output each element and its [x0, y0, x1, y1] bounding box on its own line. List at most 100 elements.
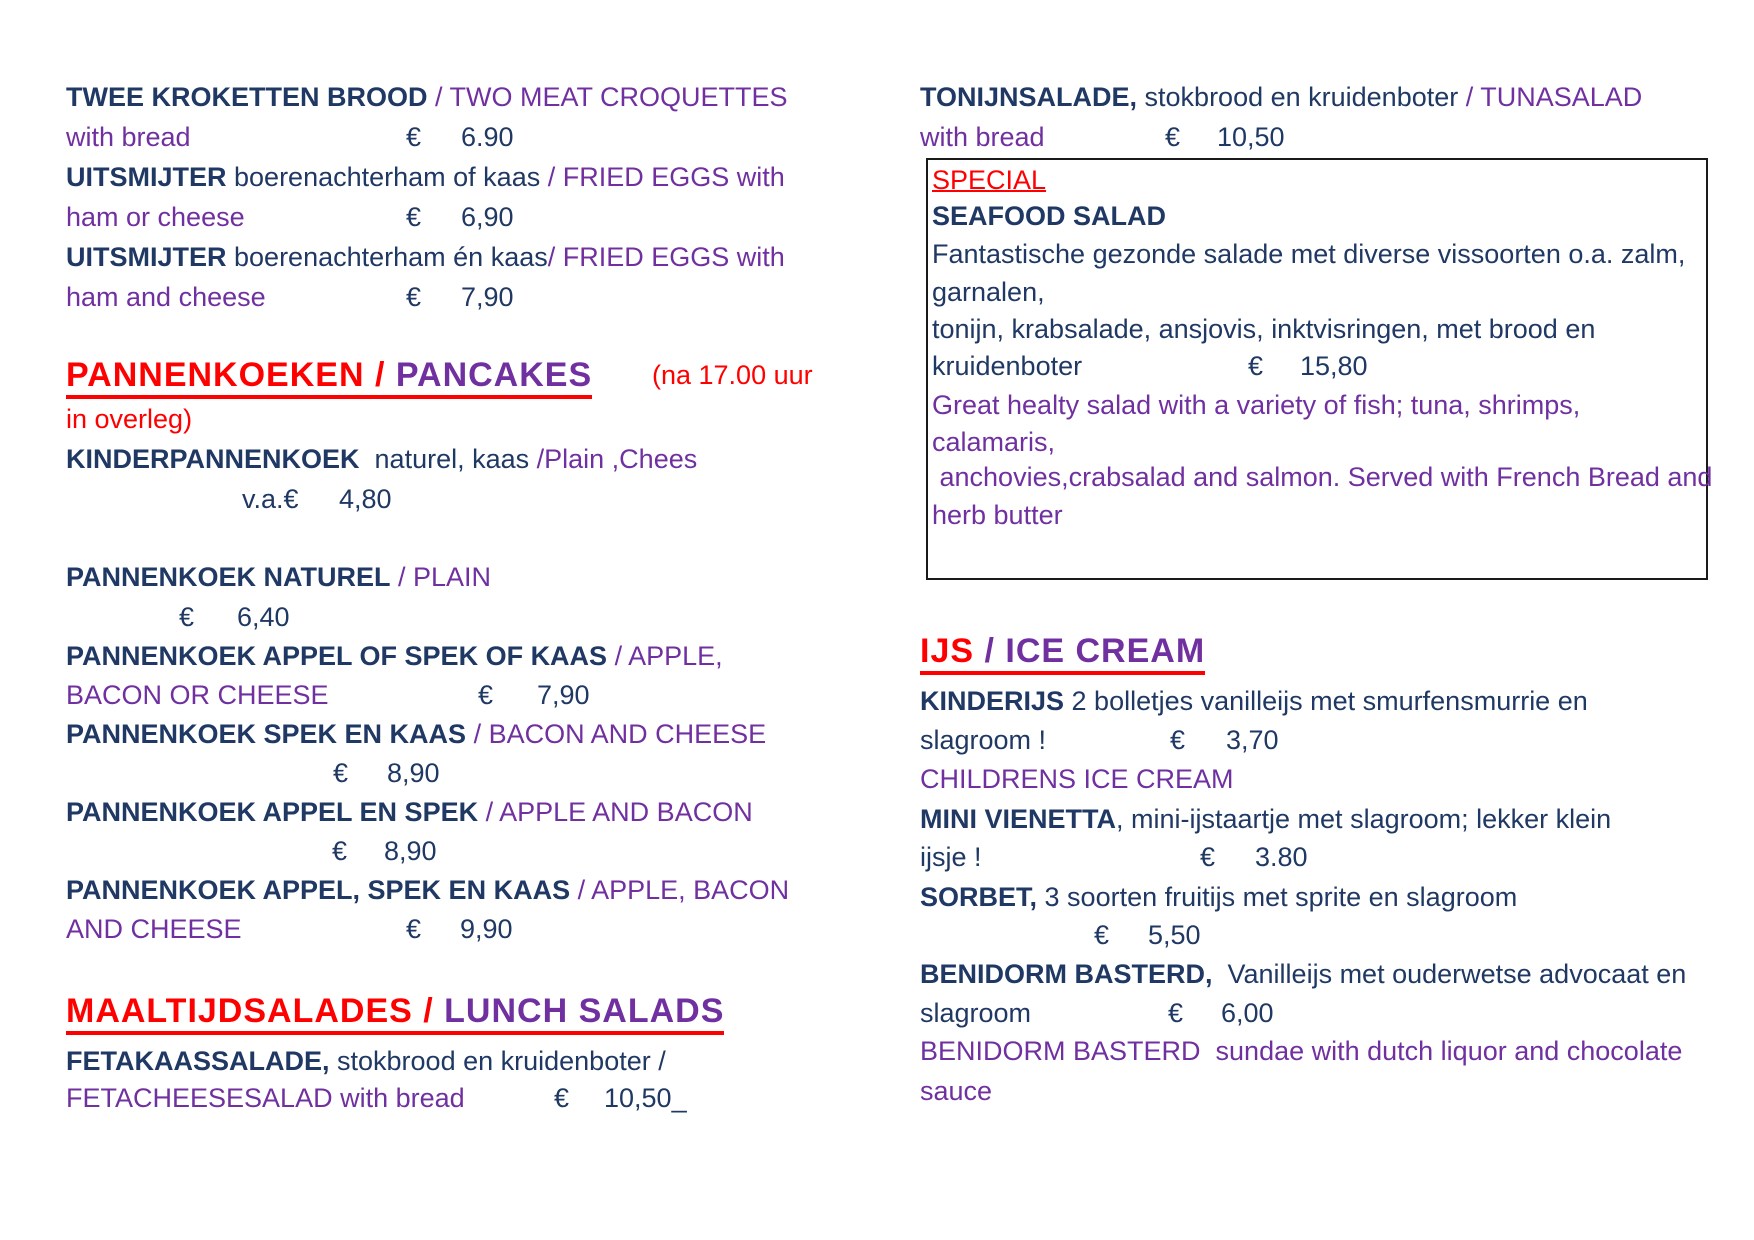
menu-line: PANNENKOEK APPEL OF SPEK OF KAAS / APPLE…: [66, 636, 896, 676]
section-heading: IJS / ICE CREAM: [920, 629, 1750, 675]
menu-line: PANNENKOEK SPEK EN KAAS / BACON AND CHEE…: [66, 714, 896, 754]
price-amount: 8,90: [387, 758, 440, 788]
menu-line: PANNENKOEK APPEL EN SPEK / APPLE AND BAC…: [66, 792, 896, 832]
special-box-border: [926, 158, 1708, 580]
price-line: €6,40: [66, 597, 896, 637]
price-amount: 6,00: [1221, 998, 1274, 1028]
text-segment: / APPLE AND BACON: [478, 797, 753, 827]
text-segment: / TUNASALAD: [1465, 82, 1643, 112]
currency-symbol: v.a.€: [242, 484, 299, 514]
price-amount: 15,80: [1300, 351, 1368, 381]
text-segment: CHILDRENS ICE CREAM: [920, 764, 1234, 794]
text-segment: / BACON AND CHEESE: [466, 719, 767, 749]
price-line: €5,50: [920, 915, 1750, 955]
text-segment: BENIDORM BASTERD,: [920, 959, 1213, 989]
text-segment: boerenachterham of kaas: [226, 162, 548, 192]
text-segment: SORBET,: [920, 882, 1038, 912]
menu-line: calamaris,: [932, 422, 1754, 462]
menu-line: TONIJNSALADE, stokbrood en kruidenboter …: [920, 77, 1750, 117]
menu-line: Fantastische gezonde salade met diverse …: [932, 234, 1754, 274]
text-segment: PANNENKOEK APPEL OF SPEK OF KAAS: [66, 641, 608, 671]
currency-symbol: €: [1200, 842, 1216, 872]
price-amount: 6.90: [461, 122, 514, 152]
text-segment: 3 soorten fruitijs met sprite en slagroo…: [1037, 882, 1518, 912]
text-segment: PANNENKOEKEN /: [66, 356, 396, 394]
menu-line: slagroom €6,00: [920, 993, 1750, 1033]
text-segment: / PLAIN: [390, 562, 492, 592]
menu-line: FETAKAASSALADE, stokbrood en kruidenbote…: [66, 1041, 896, 1081]
currency-symbol: €: [179, 602, 195, 632]
menu-line: in overleg): [66, 399, 896, 439]
price-line: v.a.€ 4,80: [66, 479, 896, 519]
menu-line: SEAFOOD SALAD: [932, 196, 1754, 236]
text-segment: sauce: [920, 1076, 993, 1106]
text-segment: PANNENKOEK NATUREL: [66, 562, 391, 592]
text-segment: SEAFOOD SALAD: [932, 201, 1167, 231]
currency-symbol: €: [333, 758, 349, 788]
menu-line: garnalen,: [932, 272, 1754, 312]
text-segment: MAALTIJDSALADES /: [66, 992, 445, 1030]
text-segment: garnalen,: [932, 277, 1045, 307]
text-segment: KINDERIJS: [920, 686, 1065, 716]
price-amount: 4,80: [339, 484, 392, 514]
text-segment: kruidenboter: [932, 351, 1083, 381]
text-segment: 2 bolletjes vanilleijs met smurfensmurri…: [1064, 686, 1588, 716]
menu-line: TWEE KROKETTEN BROOD / TWO MEAT CROQUETT…: [66, 77, 896, 117]
text-segment: AND CHEESE: [66, 914, 242, 944]
menu-line: UITSMIJTER boerenachterham of kaas / FRI…: [66, 157, 896, 197]
menu-line: SORBET, 3 soorten fruitijs met sprite en…: [920, 877, 1750, 917]
text-segment: stokbrood en kruidenboter: [1137, 82, 1466, 112]
text-segment: , mini-ijstaartje met slagroom; lekker k…: [1116, 804, 1612, 834]
currency-symbol: €: [1094, 920, 1110, 950]
price-amount: 6,40: [237, 602, 290, 632]
text-segment: / FRIED EGGS with: [547, 242, 785, 272]
currency-symbol: €: [406, 914, 422, 944]
text-segment: MINI VIENETTA: [920, 804, 1117, 834]
menu-line: UITSMIJTER boerenachterham én kaas/ FRIE…: [66, 237, 896, 277]
currency-symbol: €: [1168, 998, 1184, 1028]
text-segment: Fantastische gezonde salade met diverse …: [932, 239, 1686, 269]
text-segment: KINDERPANNENKOEK: [66, 444, 360, 474]
menu-line: CHILDRENS ICE CREAM: [920, 759, 1750, 799]
price-line: €8,90: [66, 831, 896, 871]
price-amount: 5,50: [1148, 920, 1201, 950]
text-segment: PANNENKOEK APPEL, SPEK EN KAAS: [66, 875, 571, 905]
text-segment: stokbrood en kruidenboter /: [329, 1046, 666, 1076]
price-amount: 9,90: [460, 914, 513, 944]
menu-line: BACON OR CHEESE €7,90: [66, 675, 896, 715]
text-segment: BACON OR CHEESE: [66, 680, 329, 710]
text-segment: LUNCH SALADS: [444, 992, 725, 1030]
text-segment: FETAKAASSALADE,: [66, 1046, 330, 1076]
text-segment: BENIDORM BASTERD sundae with dutch liquo…: [920, 1036, 1683, 1066]
text-segment: ham or cheese: [66, 202, 245, 232]
price-amount: 6,90: [461, 202, 514, 232]
text-segment: slagroom: [920, 998, 1032, 1028]
text-segment: boerenachterham én kaas: [226, 242, 548, 272]
menu-line: herb butter: [932, 495, 1754, 535]
text-segment: herb butter: [932, 500, 1063, 530]
price-amount: (na 17.00 uur: [652, 360, 813, 390]
section-heading: PANNENKOEKEN / PANCAKES (na 17.00 uur: [66, 353, 896, 399]
menu-line: ijsje ! €3.80: [920, 837, 1750, 877]
text-segment: TWEE KROKETTEN BROOD: [66, 82, 428, 112]
price-amount: 8,90: [384, 836, 437, 866]
currency-symbol: €: [1165, 122, 1181, 152]
menu-line: PANNENKOEK NATUREL / PLAIN: [66, 557, 896, 597]
text-segment: / ICE CREAM: [984, 632, 1206, 670]
menu-line: MINI VIENETTA, mini-ijstaartje met slagr…: [920, 799, 1750, 839]
menu-line: with bread €6.90: [66, 117, 896, 157]
text-segment: tonijn, krabsalade, ansjovis, inktvisrin…: [932, 314, 1596, 344]
text-segment: ijsje !: [920, 842, 982, 872]
text-segment: / FRIED EGGS with: [547, 162, 785, 192]
menu-line: tonijn, krabsalade, ansjovis, inktvisrin…: [932, 309, 1754, 349]
text-segment: / TWO MEAT CROQUETTES: [427, 82, 788, 112]
currency-symbol: €: [554, 1083, 570, 1113]
text-segment: / APPLE,: [607, 641, 723, 671]
text-segment: IJS: [920, 632, 985, 670]
price-amount: 3,70: [1226, 725, 1279, 755]
menu-line: SPECIAL: [932, 160, 1754, 200]
currency-symbol: €: [1248, 351, 1264, 381]
currency-symbol: €: [1170, 725, 1186, 755]
menu-line: sauce: [920, 1071, 1750, 1111]
